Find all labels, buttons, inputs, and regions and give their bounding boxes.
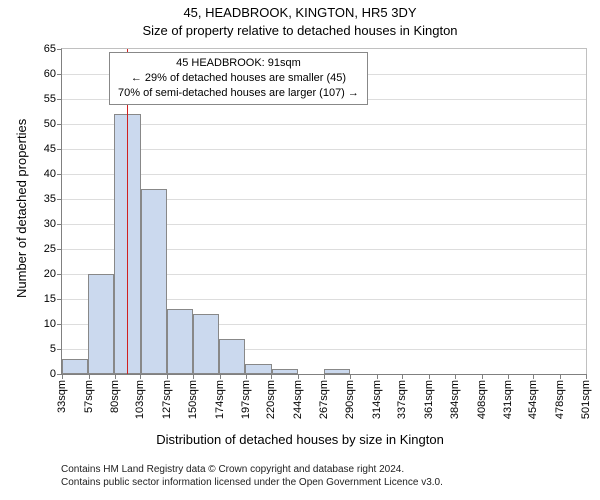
x-tick-label: 361sqm [423, 380, 435, 419]
x-tick-label: 57sqm [83, 380, 95, 413]
histogram-bar [219, 339, 245, 374]
y-tick-mark [57, 99, 62, 100]
x-tick-mark [193, 374, 194, 379]
x-tick-mark [271, 374, 272, 379]
histogram-bar [245, 364, 271, 374]
y-axis-label: Number of detached properties [14, 119, 29, 298]
x-tick-label: 501sqm [580, 380, 592, 419]
x-tick-mark [508, 374, 509, 379]
x-tick-mark [298, 374, 299, 379]
x-tick-label: 127sqm [161, 380, 173, 419]
chart-title: 45, HEADBROOK, KINGTON, HR5 3DY [0, 5, 600, 20]
x-tick-mark [246, 374, 247, 379]
x-tick-label: 454sqm [527, 380, 539, 419]
x-tick-label: 103sqm [134, 380, 146, 419]
x-tick-label: 267sqm [318, 380, 330, 419]
gridline [62, 174, 586, 175]
x-tick-mark [402, 374, 403, 379]
info-line-3: 70% of semi-detached houses are larger (… [118, 86, 359, 101]
info-line-1: 45 HEADBROOK: 91sqm [118, 56, 359, 71]
histogram-bar [324, 369, 350, 374]
y-tick-mark [57, 174, 62, 175]
x-tick-mark [482, 374, 483, 379]
footer-line-1: Contains HM Land Registry data © Crown c… [61, 463, 443, 476]
footer-text: Contains HM Land Registry data © Crown c… [61, 463, 443, 489]
x-axis-label: Distribution of detached houses by size … [0, 432, 600, 447]
x-tick-mark [455, 374, 456, 379]
histogram-bar [167, 309, 193, 374]
x-tick-label: 174sqm [214, 380, 226, 419]
x-tick-mark [324, 374, 325, 379]
x-tick-mark [62, 374, 63, 379]
histogram-bar [193, 314, 219, 374]
x-tick-label: 337sqm [396, 380, 408, 419]
y-tick-mark [57, 324, 62, 325]
x-tick-mark [140, 374, 141, 379]
y-tick-mark [57, 249, 62, 250]
x-tick-mark [377, 374, 378, 379]
histogram-bar [141, 189, 167, 374]
y-tick-mark [57, 124, 62, 125]
x-tick-label: 478sqm [554, 380, 566, 419]
x-tick-label: 220sqm [265, 380, 277, 419]
y-tick-mark [57, 349, 62, 350]
x-tick-label: 33sqm [56, 380, 68, 413]
x-tick-label: 80sqm [109, 380, 121, 413]
x-tick-mark [220, 374, 221, 379]
x-tick-mark [429, 374, 430, 379]
gridline [62, 124, 586, 125]
histogram-bar [88, 274, 114, 374]
x-tick-label: 431sqm [502, 380, 514, 419]
y-tick-mark [57, 199, 62, 200]
y-tick-mark [57, 74, 62, 75]
x-tick-mark [533, 374, 534, 379]
x-tick-label: 244sqm [292, 380, 304, 419]
property-info-box: 45 HEADBROOK: 91sqm← 29% of detached hou… [109, 52, 368, 105]
x-tick-label: 384sqm [449, 380, 461, 419]
x-tick-mark [560, 374, 561, 379]
y-tick-mark [57, 224, 62, 225]
footer-line-2: Contains public sector information licen… [61, 476, 443, 489]
x-tick-mark [89, 374, 90, 379]
plot-area: 0510152025303540455055606533sqm57sqm80sq… [61, 48, 587, 375]
y-tick-mark [57, 149, 62, 150]
gridline [62, 149, 586, 150]
x-tick-label: 408sqm [476, 380, 488, 419]
x-tick-mark [115, 374, 116, 379]
chart-subtitle: Size of property relative to detached ho… [0, 23, 600, 38]
x-tick-label: 197sqm [240, 380, 252, 419]
y-tick-mark [57, 274, 62, 275]
info-line-2: ← 29% of detached houses are smaller (45… [118, 71, 359, 86]
x-tick-mark [167, 374, 168, 379]
y-tick-mark [57, 49, 62, 50]
x-tick-mark [586, 374, 587, 379]
y-tick-mark [57, 299, 62, 300]
histogram-bar [272, 369, 298, 374]
histogram-bar [62, 359, 88, 374]
x-tick-label: 314sqm [371, 380, 383, 419]
x-tick-label: 290sqm [344, 380, 356, 419]
x-tick-label: 150sqm [187, 380, 199, 419]
x-tick-mark [350, 374, 351, 379]
